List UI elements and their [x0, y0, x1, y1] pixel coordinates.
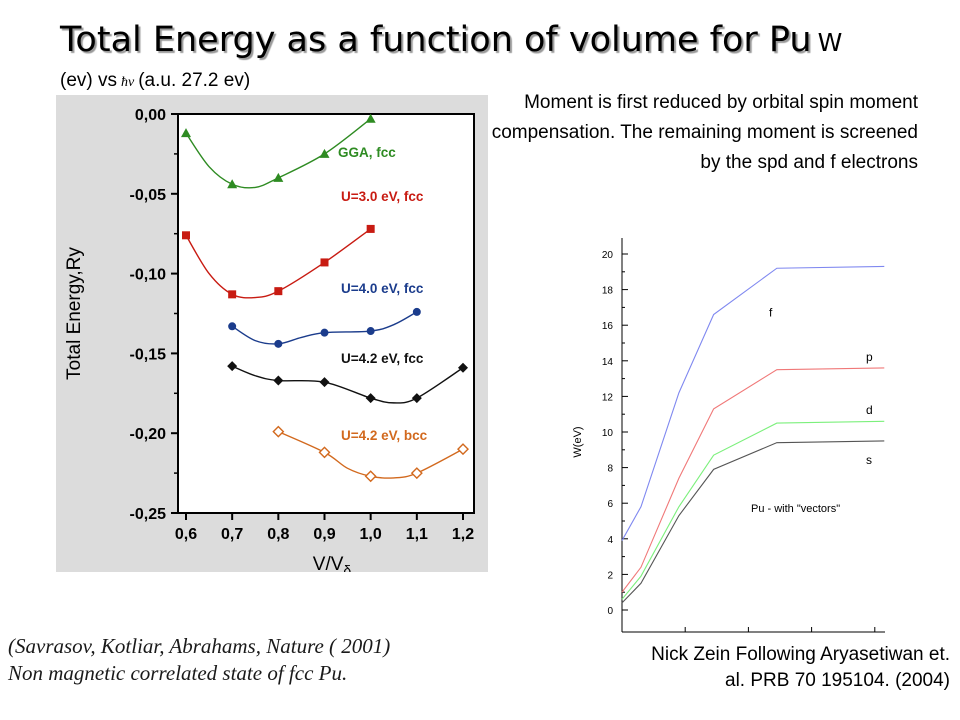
data-point	[364, 470, 377, 483]
x-tick-label-0-9: 0,9	[313, 526, 335, 543]
x-tick-label-1-1: 1,1	[406, 526, 428, 543]
credit-line-1: Nick Zein Following Aryasetiwan et.	[651, 644, 950, 665]
series-u-4-0-ev-fcc: U=4.0 eV, fcc	[228, 281, 424, 348]
citation: (Savrasov, Kotliar, Abrahams, Nature ( 2…	[8, 633, 390, 687]
data-point	[365, 113, 376, 123]
data-point	[182, 231, 190, 240]
series-u-4-2-ev-fcc: U=4.2 eV, fcc	[227, 351, 468, 404]
series-s	[621, 440, 885, 604]
data-point	[319, 377, 330, 388]
slide-title-main: Total Energy as a function of volume for…	[60, 20, 812, 60]
series-label-f: f	[769, 305, 773, 319]
series-line-d	[621, 420, 885, 600]
data-point	[320, 328, 329, 337]
x-tick-label-0-7: 0,7	[221, 526, 243, 543]
y-tick-label-0-25: -0,25	[130, 506, 167, 523]
series-p	[621, 367, 885, 593]
slide-title-suffix: W	[817, 28, 843, 57]
data-point	[274, 287, 283, 296]
y-tick-label-0: 0	[607, 606, 613, 617]
moment-note: Moment is first reduced by orbital spin …	[491, 92, 918, 173]
y-tick-label-0-00: 0,00	[135, 107, 166, 124]
series-label-u-3-0-ev-fcc: U=3.0 eV, fcc	[341, 189, 424, 204]
credit-line-2: al. PRB 70 195104. (2004)	[725, 670, 950, 691]
data-point	[227, 179, 238, 189]
series-f	[621, 265, 885, 541]
y-tick-label-10: 10	[602, 428, 614, 439]
y-tick-label-6: 6	[607, 499, 613, 510]
series-label-u-4-2-ev-bcc: U=4.2 eV, bcc	[341, 428, 428, 443]
y-tick-label-0-15: -0,15	[130, 346, 167, 363]
series-u-3-0-ev-fcc: U=3.0 eV, fcc	[182, 189, 424, 299]
legend-text: Pu - with "vectors"	[751, 503, 840, 515]
data-point	[273, 172, 284, 182]
data-point	[410, 467, 423, 480]
energy-chart-panel: 0,00 -0,05 -0,10 -0,15 -0,20 -0,25 0,6 0,7 0,8 0,…	[56, 95, 488, 578]
slide-subtitle: (ev) vs ħν (a.u. 27.2 ev)	[60, 70, 250, 92]
series-line-p	[621, 367, 885, 593]
y-tick-label-0-20: -0,20	[130, 426, 167, 443]
x-tick-label-0-8: 0,8	[267, 526, 289, 543]
data-point	[320, 258, 329, 267]
y-tick-label-0-05: -0,05	[130, 187, 167, 204]
y-tick-label-16: 16	[602, 321, 614, 332]
data-point	[273, 375, 284, 386]
y-axis-label: W(eV)	[572, 426, 584, 457]
series-line-s	[621, 440, 885, 604]
data-point	[319, 148, 330, 158]
series-line-f	[621, 265, 885, 541]
series-label-p: p	[866, 350, 873, 364]
y-tick-label-0-10: -0,10	[130, 267, 167, 284]
data-point	[272, 425, 285, 438]
x-tick-label-1-0: 1,0	[360, 526, 382, 543]
y-tick-label-14: 14	[602, 357, 614, 368]
data-point	[366, 224, 375, 233]
data-point	[458, 362, 468, 373]
x-tick-label-0-6: 0,6	[175, 526, 197, 543]
slide-title: Total Energy as a function of volume for…	[60, 20, 842, 60]
energy-chart: 0,00 -0,05 -0,10 -0,15 -0,20 -0,25 0,6 0,7 0,8 0,…	[64, 107, 475, 578]
series-label-d: d	[866, 403, 873, 417]
x-tick-label-1-2: 1,2	[452, 526, 474, 543]
y-tick-label-8: 8	[607, 464, 613, 475]
y-tick-label-18: 18	[602, 286, 614, 297]
data-point	[366, 327, 375, 336]
series-d	[621, 420, 885, 600]
data-point	[181, 128, 191, 138]
y-tick-label-20: 20	[602, 250, 614, 261]
y-axis-label: Total Energy,Ry	[64, 247, 85, 380]
data-point	[274, 339, 283, 348]
data-point	[412, 307, 421, 316]
series-line-u-4-0-ev-fcc	[231, 311, 418, 345]
subtitle-pre: (ev) vs	[60, 70, 117, 91]
y-tick-label-2: 2	[607, 570, 613, 581]
series-label-u-4-0-ev-fcc: U=4.0 eV, fcc	[341, 281, 424, 296]
series-label-s: s	[866, 453, 872, 467]
subtitle-post: (a.u. 27.2 ev)	[138, 70, 251, 91]
data-point	[318, 446, 331, 459]
citation-line-1: (Savrasov, Kotliar, Abrahams, Nature ( 2…	[8, 634, 391, 658]
data-point	[228, 322, 237, 331]
plot-area	[177, 113, 475, 514]
series-label-u-4-2-ev-fcc: U=4.2 eV, fcc	[341, 351, 424, 366]
data-point	[411, 393, 422, 404]
series-u-4-2-ev-bcc: U=4.2 eV, bcc	[272, 425, 469, 483]
credit: Nick Zein Following Aryasetiwan et. al. …	[560, 642, 950, 694]
data-point	[227, 361, 238, 372]
data-point	[228, 290, 237, 299]
subtitle-symbol: ħν	[121, 75, 135, 90]
data-point	[365, 393, 376, 404]
series-label-gga-fcc: GGA, fcc	[338, 145, 396, 160]
series-gga-fcc: GGA, fcc	[181, 113, 396, 189]
citation-line-2: Non magnetic correlated state of fcc Pu.	[8, 661, 348, 685]
x-axis-label: V/Vδ	[313, 554, 352, 572]
y-tick-label-12: 12	[602, 392, 614, 403]
data-point	[457, 443, 469, 456]
y-tick-label-4: 4	[607, 535, 613, 546]
